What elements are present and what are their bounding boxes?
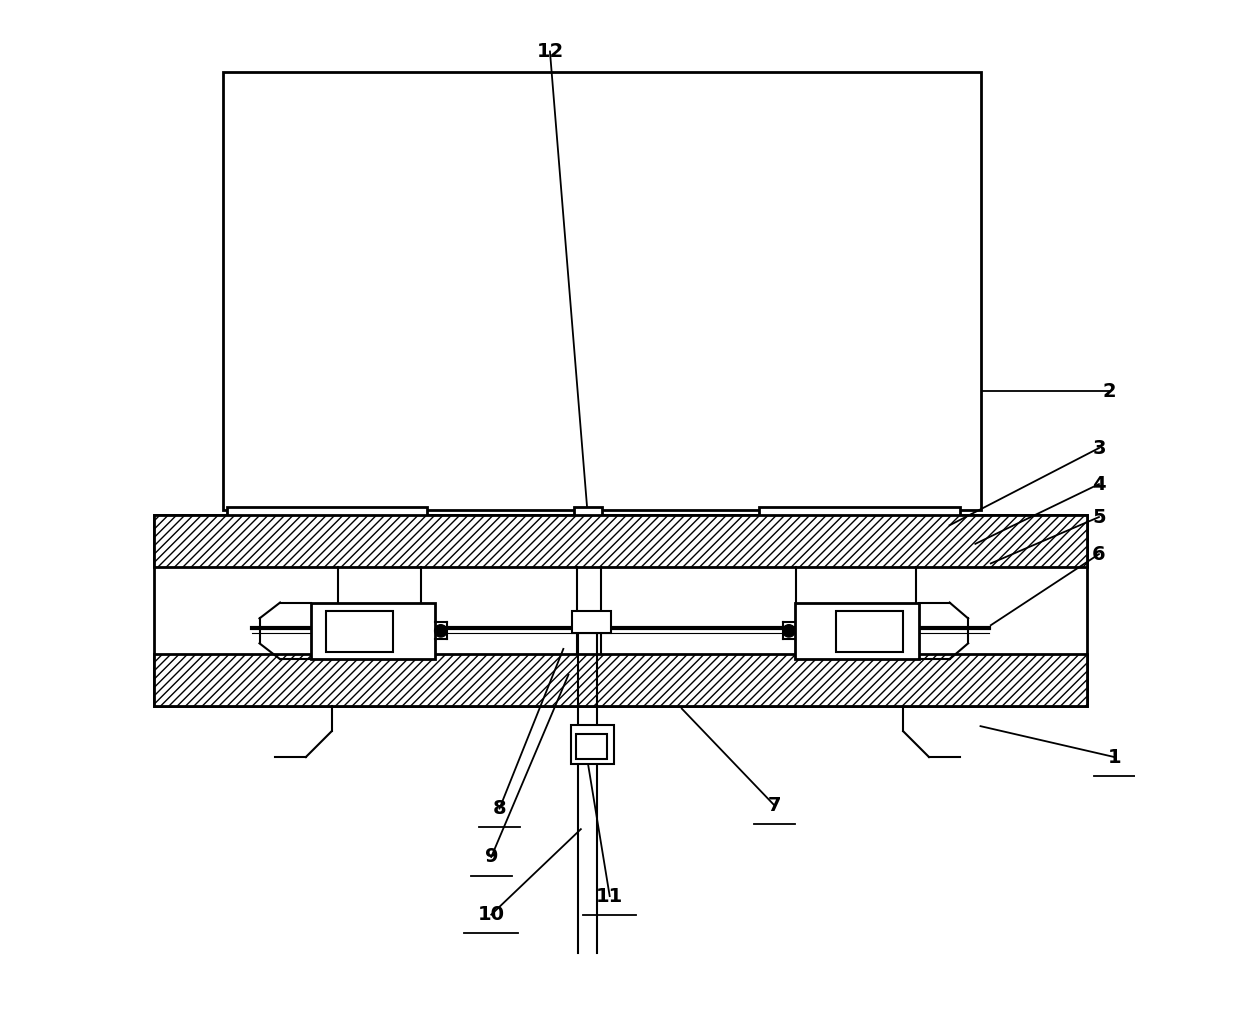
Text: 2: 2: [1102, 382, 1116, 401]
Bar: [570, 725, 614, 764]
Bar: [227, 507, 428, 561]
Bar: [155, 654, 1086, 706]
Bar: [155, 515, 1086, 566]
Text: 9: 9: [485, 848, 498, 866]
Bar: [155, 515, 1086, 706]
Circle shape: [434, 624, 446, 637]
Bar: [326, 611, 393, 652]
Text: 12: 12: [537, 42, 564, 61]
Text: 10: 10: [477, 905, 505, 924]
Bar: [572, 611, 611, 633]
Text: 5: 5: [1092, 508, 1106, 526]
Bar: [836, 611, 903, 652]
Bar: [795, 603, 919, 659]
Text: 8: 8: [492, 799, 506, 818]
Bar: [575, 734, 606, 759]
Text: 1: 1: [1107, 748, 1121, 766]
Text: 3: 3: [1092, 439, 1106, 457]
Text: 4: 4: [1092, 475, 1106, 493]
Text: 11: 11: [596, 887, 624, 905]
Bar: [759, 507, 960, 561]
Text: 7: 7: [768, 796, 781, 815]
Circle shape: [782, 624, 795, 637]
Bar: [157, 566, 1084, 654]
Bar: [311, 603, 434, 659]
Bar: [574, 507, 603, 561]
Bar: [223, 72, 981, 510]
Text: 6: 6: [1092, 545, 1106, 563]
